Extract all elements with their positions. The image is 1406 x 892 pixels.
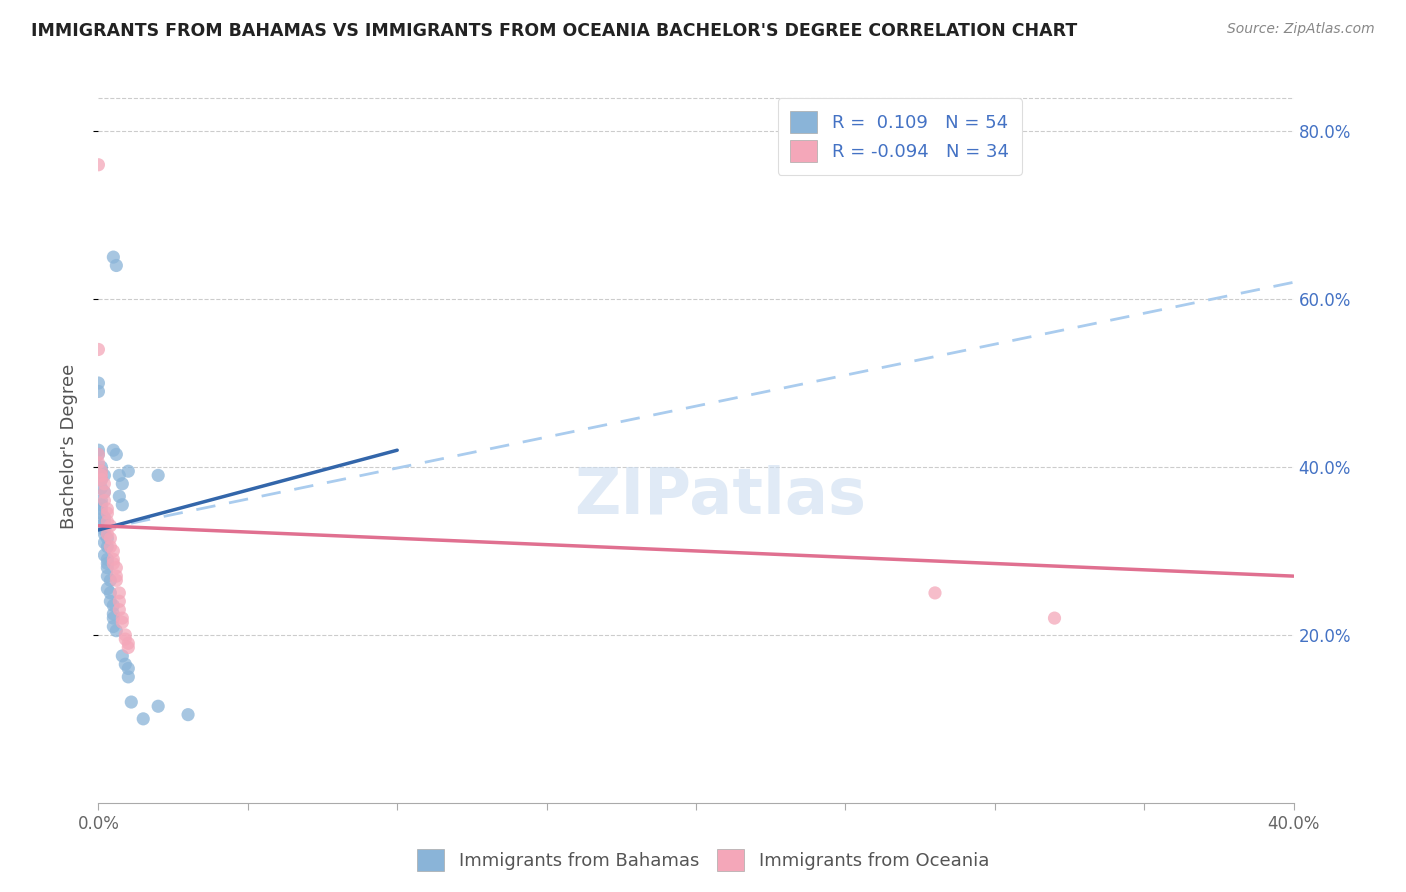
Point: [93, 468, 115, 483]
Point: [96, 557, 118, 571]
Point: [93, 527, 115, 541]
Point: [93, 523, 115, 537]
Point: [98, 518, 122, 533]
Point: [103, 599, 125, 613]
Point: [117, 464, 139, 478]
Point: [90, 468, 112, 483]
Point: [105, 624, 128, 638]
Point: [117, 661, 139, 675]
Point: [117, 670, 139, 684]
Legend: R =  0.109   N = 54, R = -0.094   N = 34: R = 0.109 N = 54, R = -0.094 N = 34: [778, 98, 1022, 175]
Point: [111, 498, 134, 512]
Point: [98, 574, 122, 588]
Point: [120, 695, 142, 709]
Point: [96, 560, 118, 574]
Point: [87, 456, 110, 470]
Point: [90, 464, 112, 478]
Point: [87, 343, 110, 357]
Point: [108, 468, 131, 483]
Point: [93, 485, 115, 500]
Point: [90, 481, 112, 495]
Point: [103, 619, 125, 633]
Point: [103, 443, 125, 458]
Point: [90, 506, 112, 520]
Point: [98, 594, 122, 608]
Point: [90, 464, 112, 478]
Point: [90, 502, 112, 516]
Point: [90, 493, 112, 508]
Point: [111, 648, 134, 663]
Point: [96, 515, 118, 529]
Point: [96, 569, 118, 583]
Point: [103, 552, 125, 566]
Point: [87, 158, 110, 172]
Point: [98, 586, 122, 600]
Point: [103, 544, 125, 558]
Point: [105, 569, 128, 583]
Point: [93, 515, 115, 529]
Point: [93, 510, 115, 524]
Point: [87, 447, 110, 461]
Point: [111, 611, 134, 625]
Point: [103, 557, 125, 571]
Y-axis label: Bachelor's Degree: Bachelor's Degree: [59, 363, 77, 529]
Point: [108, 489, 131, 503]
Point: [90, 498, 112, 512]
Point: [114, 628, 136, 642]
Point: [105, 447, 128, 461]
Point: [93, 548, 115, 562]
Point: [93, 476, 115, 491]
Point: [96, 506, 118, 520]
Point: [114, 632, 136, 646]
Point: [93, 493, 115, 508]
Point: [105, 560, 128, 574]
Point: [96, 527, 118, 541]
Point: [90, 473, 112, 487]
Point: [93, 485, 115, 500]
Point: [87, 384, 110, 399]
Point: [1043, 611, 1066, 625]
Point: [103, 611, 125, 625]
Point: [111, 615, 134, 630]
Point: [108, 586, 131, 600]
Legend: Immigrants from Bahamas, Immigrants from Oceania: Immigrants from Bahamas, Immigrants from…: [409, 842, 997, 879]
Point: [108, 603, 131, 617]
Point: [132, 712, 155, 726]
Text: ZIPatlas: ZIPatlas: [574, 465, 866, 527]
Point: [148, 699, 170, 714]
Point: [103, 250, 125, 264]
Point: [108, 594, 131, 608]
Point: [96, 532, 118, 546]
Point: [103, 607, 125, 621]
Point: [96, 582, 118, 596]
Point: [98, 532, 122, 546]
Point: [90, 518, 112, 533]
Point: [177, 707, 200, 722]
Point: [111, 476, 134, 491]
Point: [924, 586, 946, 600]
Text: Source: ZipAtlas.com: Source: ZipAtlas.com: [1227, 22, 1375, 37]
Point: [105, 259, 128, 273]
Point: [96, 552, 118, 566]
Point: [114, 657, 136, 672]
Point: [90, 460, 112, 475]
Point: [148, 468, 170, 483]
Point: [87, 376, 110, 390]
Point: [96, 540, 118, 554]
Point: [90, 473, 112, 487]
Text: IMMIGRANTS FROM BAHAMAS VS IMMIGRANTS FROM OCEANIA BACHELOR'S DEGREE CORRELATION: IMMIGRANTS FROM BAHAMAS VS IMMIGRANTS FR…: [31, 22, 1077, 40]
Point: [87, 443, 110, 458]
Point: [117, 636, 139, 650]
Point: [96, 502, 118, 516]
Point: [87, 447, 110, 461]
Point: [98, 540, 122, 554]
Point: [93, 535, 115, 549]
Point: [117, 640, 139, 655]
Point: [105, 574, 128, 588]
